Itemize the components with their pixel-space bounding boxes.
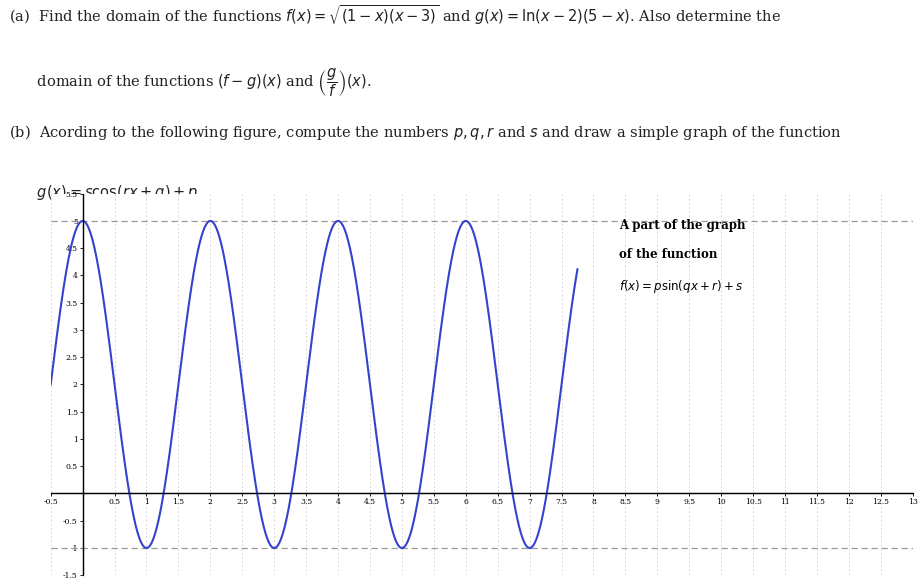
Text: domain of the functions $(f-g)(x)$ and $\left(\dfrac{g}{f}\right)(x)$.: domain of the functions $(f-g)(x)$ and $… — [9, 67, 372, 99]
Text: A part of the graph: A part of the graph — [619, 219, 746, 232]
Text: of the function: of the function — [619, 248, 717, 261]
Text: $g(x) = s\cos(rx+q)+p$.: $g(x) = s\cos(rx+q)+p$. — [9, 183, 203, 202]
Text: (b)  Acording to the following figure, compute the numbers $p, q, r$ and $s$ and: (b) Acording to the following figure, co… — [9, 123, 842, 142]
Text: (a)  Find the domain of the functions $f(x) = \sqrt{(1-x)(x-3)}$ and $g(x) = \ln: (a) Find the domain of the functions $f(… — [9, 4, 781, 28]
Text: $f(x) = p\sin(qx+r)+s$: $f(x) = p\sin(qx+r)+s$ — [619, 278, 743, 295]
